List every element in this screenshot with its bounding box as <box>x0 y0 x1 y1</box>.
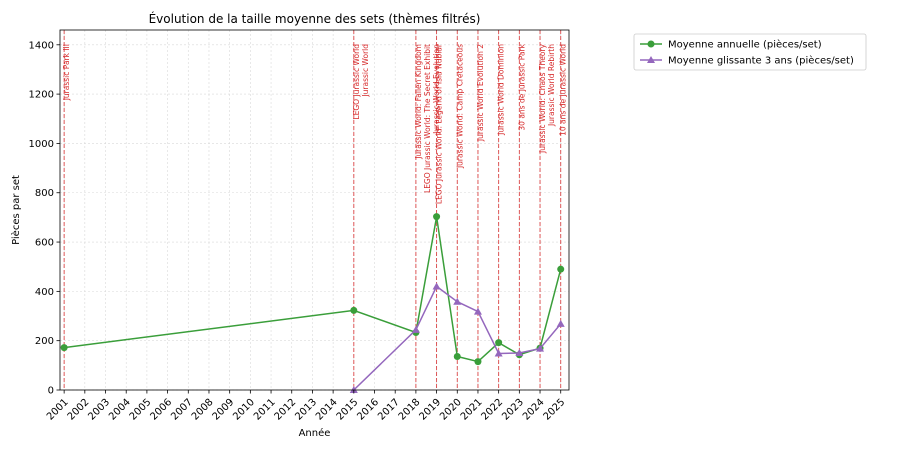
x-tick-label: 2019 <box>417 397 443 423</box>
series-2-point <box>432 282 441 290</box>
x-tick-label: 2005 <box>128 397 154 423</box>
event-marker-label: 10 ans de Jurassic World <box>559 44 568 136</box>
x-axis-label: Année <box>299 427 331 439</box>
y-tick-label: 0 <box>48 386 54 397</box>
x-tick-label: 2025 <box>542 397 568 423</box>
x-tick-label: 2020 <box>438 397 464 423</box>
event-marker-label: LEGO Jurassic World: The Secret Exhibit <box>423 44 432 193</box>
x-tick-label: 2015 <box>335 397 361 423</box>
event-marker-label: Jurassic World Evolution 2 <box>476 44 485 142</box>
series-1-point <box>557 265 565 273</box>
chart-title: Évolution de la taille moyenne des sets … <box>149 11 481 26</box>
series-1-point <box>453 352 461 360</box>
legend: Moyenne annuelle (pièces/set) Moyenne gl… <box>633 33 867 71</box>
event-marker-label: LEGO Jurassic World <box>352 44 361 120</box>
series-1-point <box>433 213 441 221</box>
event-marker-label: 30 ans de Jurassic Park <box>517 43 526 130</box>
legend-label-annual: Moyenne annuelle (pièces/set) <box>668 39 822 51</box>
series-1-point <box>350 306 358 314</box>
x-tick-label: 2021 <box>459 397 485 423</box>
series-2-point <box>536 344 545 352</box>
series-2-point <box>349 386 358 393</box>
series-1-point <box>495 339 503 347</box>
x-tick-label: 2016 <box>355 397 381 423</box>
x-tick-label: 2006 <box>148 397 174 423</box>
series-2-point <box>473 307 482 315</box>
series-2-point <box>453 297 462 305</box>
x-tick-label: 2023 <box>500 397 526 423</box>
x-tick-label: 2018 <box>397 397 423 423</box>
series-1-point <box>60 344 68 352</box>
x-tick-label: 2001 <box>45 397 71 423</box>
series-2-point <box>494 349 503 357</box>
event-marker-label: Jurassic World Dominion <box>497 44 506 136</box>
y-tick-label: 200 <box>35 336 54 347</box>
legend-box <box>633 33 867 71</box>
series-layer <box>60 213 565 393</box>
x-tick-label: 2008 <box>190 397 216 423</box>
y-tick-label: 400 <box>35 287 54 298</box>
y-tick-label: 1400 <box>29 40 54 51</box>
x-tick-label: 2022 <box>480 397 506 423</box>
series-1-point <box>474 358 482 366</box>
x-tick-label: 2014 <box>314 397 340 423</box>
x-tick-label: 2011 <box>252 397 278 423</box>
legend-marker-annual <box>647 40 655 48</box>
y-axis-label: Pièces par set <box>10 175 22 245</box>
series-2-point <box>411 325 420 333</box>
event-marker-label: Jurassic World: Camp Cretaceous <box>455 44 464 169</box>
y-tick-label: 1000 <box>29 139 54 150</box>
x-tick-label: 2004 <box>107 397 133 423</box>
event-marker-label: Jurassic World: Chaos Theory <box>538 43 547 154</box>
series-2-point <box>556 319 565 327</box>
x-tick-label: 2002 <box>66 397 92 423</box>
event-marker-label: Jurassic World: Fallen Kingdom <box>414 44 423 160</box>
event-marker-label: Jurassic World Evolution <box>432 44 441 135</box>
x-tick-label: 2009 <box>211 397 237 423</box>
x-tick-label: 2003 <box>86 397 112 423</box>
event-marker-label: Jurassic World Rebirth <box>547 44 556 127</box>
y-tick-label: 1200 <box>29 90 54 101</box>
plot-border <box>59 29 570 391</box>
y-axis: 0 200 400 600 800 1000 1200 1400 <box>29 40 60 397</box>
x-tick-label: 2024 <box>521 397 547 423</box>
x-tick-label: 2013 <box>293 397 319 423</box>
plot-area <box>60 30 569 390</box>
x-tick-label: 2012 <box>273 397 299 423</box>
event-marker-label: Jurassic Park III <box>62 44 71 101</box>
x-axis: 2001200220032004200520062007200820092010… <box>45 390 567 423</box>
annotation-lines: Jurassic Park III LEGO Jurassic World Jura… <box>62 30 568 390</box>
y-tick-label: 600 <box>35 238 54 249</box>
x-tick-label: 2017 <box>376 397 402 423</box>
x-tick-label: 2010 <box>231 397 257 423</box>
event-marker-label: LEGO Jurassic World: Legend of Isla Nubl… <box>435 43 444 204</box>
legend-marker-rolling <box>647 56 655 63</box>
x-tick-label: 2007 <box>169 397 195 423</box>
series-2-point <box>515 349 524 357</box>
y-tick-label: 800 <box>35 188 54 199</box>
event-marker-label: Jurassic World <box>361 44 370 98</box>
legend-label-rolling: Moyenne glissante 3 ans (pièces/set) <box>668 55 854 67</box>
